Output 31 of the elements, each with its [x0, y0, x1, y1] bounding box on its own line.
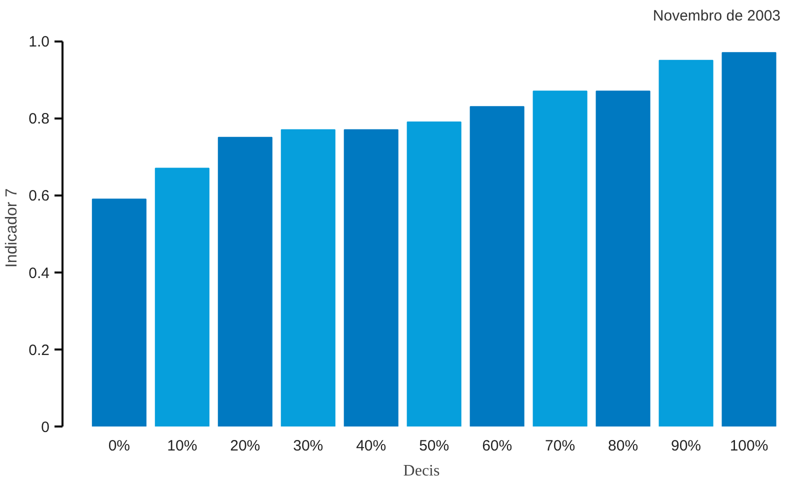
y-tick-label: 1.0	[28, 34, 50, 51]
x-tick-label: 40%	[356, 438, 386, 454]
bar	[532, 90, 588, 426]
bar	[722, 52, 776, 426]
bar	[92, 198, 146, 426]
x-tick-label: 100%	[730, 438, 768, 454]
x-tick-label: 80%	[608, 438, 638, 454]
bar	[280, 129, 336, 426]
bar	[470, 106, 524, 426]
x-axis-title: Decis	[403, 462, 440, 480]
bar	[406, 122, 462, 426]
y-tick-label: 0.4	[28, 264, 50, 282]
x-tick-label: 20%	[230, 438, 260, 454]
x-tick-label: 50%	[419, 438, 450, 454]
x-tick-label: 60%	[482, 438, 512, 454]
bar	[658, 60, 714, 426]
bar	[154, 168, 210, 426]
y-tick-label: 0.8	[28, 110, 50, 128]
y-tick-label: 0.2	[28, 342, 50, 359]
x-tick-label: 10%	[167, 438, 198, 454]
x-tick-label: 70%	[545, 438, 576, 454]
y-axis-title: Indicador 7	[4, 188, 21, 268]
x-tick-label: 30%	[293, 438, 324, 454]
y-tick-label: 0.6	[28, 188, 50, 205]
bar	[596, 90, 650, 426]
x-tick-label: 0%	[108, 438, 130, 454]
bar	[218, 136, 272, 426]
bar	[344, 129, 398, 426]
x-tick-label: 90%	[671, 438, 702, 454]
y-tick-label: 0	[41, 419, 50, 436]
chart-title: Novembro de 2003	[652, 8, 781, 24]
